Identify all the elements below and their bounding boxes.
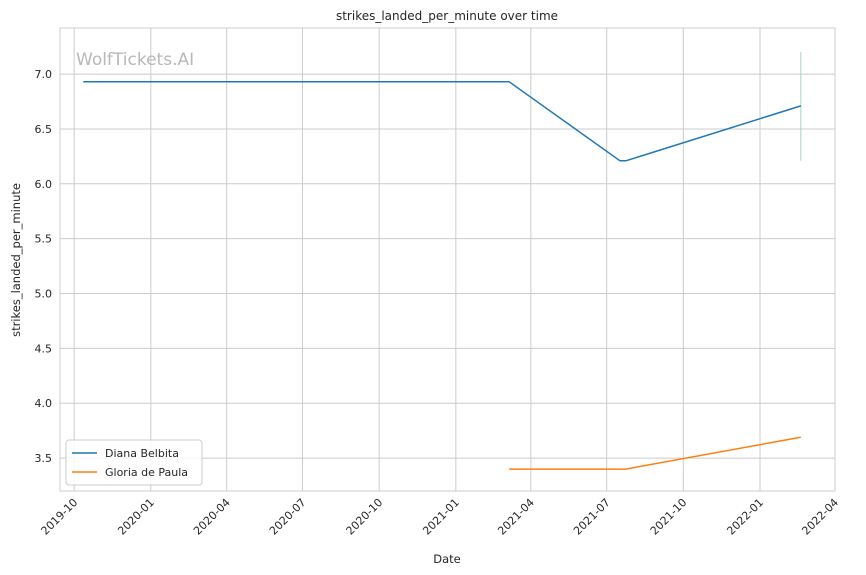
y-tick-label: 6.5 [35, 123, 53, 136]
legend: Diana Belbita Gloria de Paula [65, 439, 203, 486]
x-tick-label: 2021-01 [420, 496, 462, 538]
x-tick-label: 2021-10 [648, 496, 690, 538]
y-ticks: 3.5 4.0 4.5 5.0 5.5 6.0 6.5 7.0 [35, 68, 53, 465]
legend-label-diana-belbita: Diana Belbita [105, 447, 179, 460]
chart-title: strikes_landed_per_minute over time [336, 9, 558, 23]
legend-box [65, 439, 203, 486]
y-tick-label: 5.5 [35, 233, 53, 246]
plot-frame [59, 27, 836, 492]
watermark: WolfTickets.AI [76, 50, 194, 70]
y-tick-label: 6.0 [35, 178, 53, 191]
x-tick-label: 2020-07 [267, 496, 309, 538]
y-tick-label: 7.0 [35, 68, 53, 81]
y-tick-label: 3.5 [35, 452, 53, 465]
x-axis-label: Date [433, 552, 461, 566]
x-ticks: 2019-10 2020-01 2020-04 2020-07 2020-10 2021-… [39, 496, 842, 538]
x-tick-label: 2020-01 [115, 496, 157, 538]
y-axis-label: strikes_landed_per_minute [9, 183, 23, 337]
x-tick-label: 2020-04 [191, 496, 233, 538]
y-tick-label: 5.0 [35, 288, 53, 301]
legend-label-gloria-de-paula: Gloria de Paula [105, 466, 188, 479]
x-tick-label: 2022-04 [799, 496, 841, 538]
x-tick-label: 2019-10 [39, 496, 81, 538]
series-line-diana-belbita [83, 81, 802, 162]
x-tick-label: 2021-04 [495, 496, 537, 538]
series-line-gloria-de-paula [509, 436, 801, 470]
grid [60, 28, 836, 491]
y-tick-label: 4.5 [35, 342, 53, 355]
x-tick-label: 2020-10 [344, 496, 386, 538]
x-tick-label: 2022-01 [724, 496, 766, 538]
x-tick-label: 2021-07 [571, 496, 613, 538]
series-layer [83, 52, 802, 470]
y-tick-label: 4.0 [35, 397, 53, 410]
